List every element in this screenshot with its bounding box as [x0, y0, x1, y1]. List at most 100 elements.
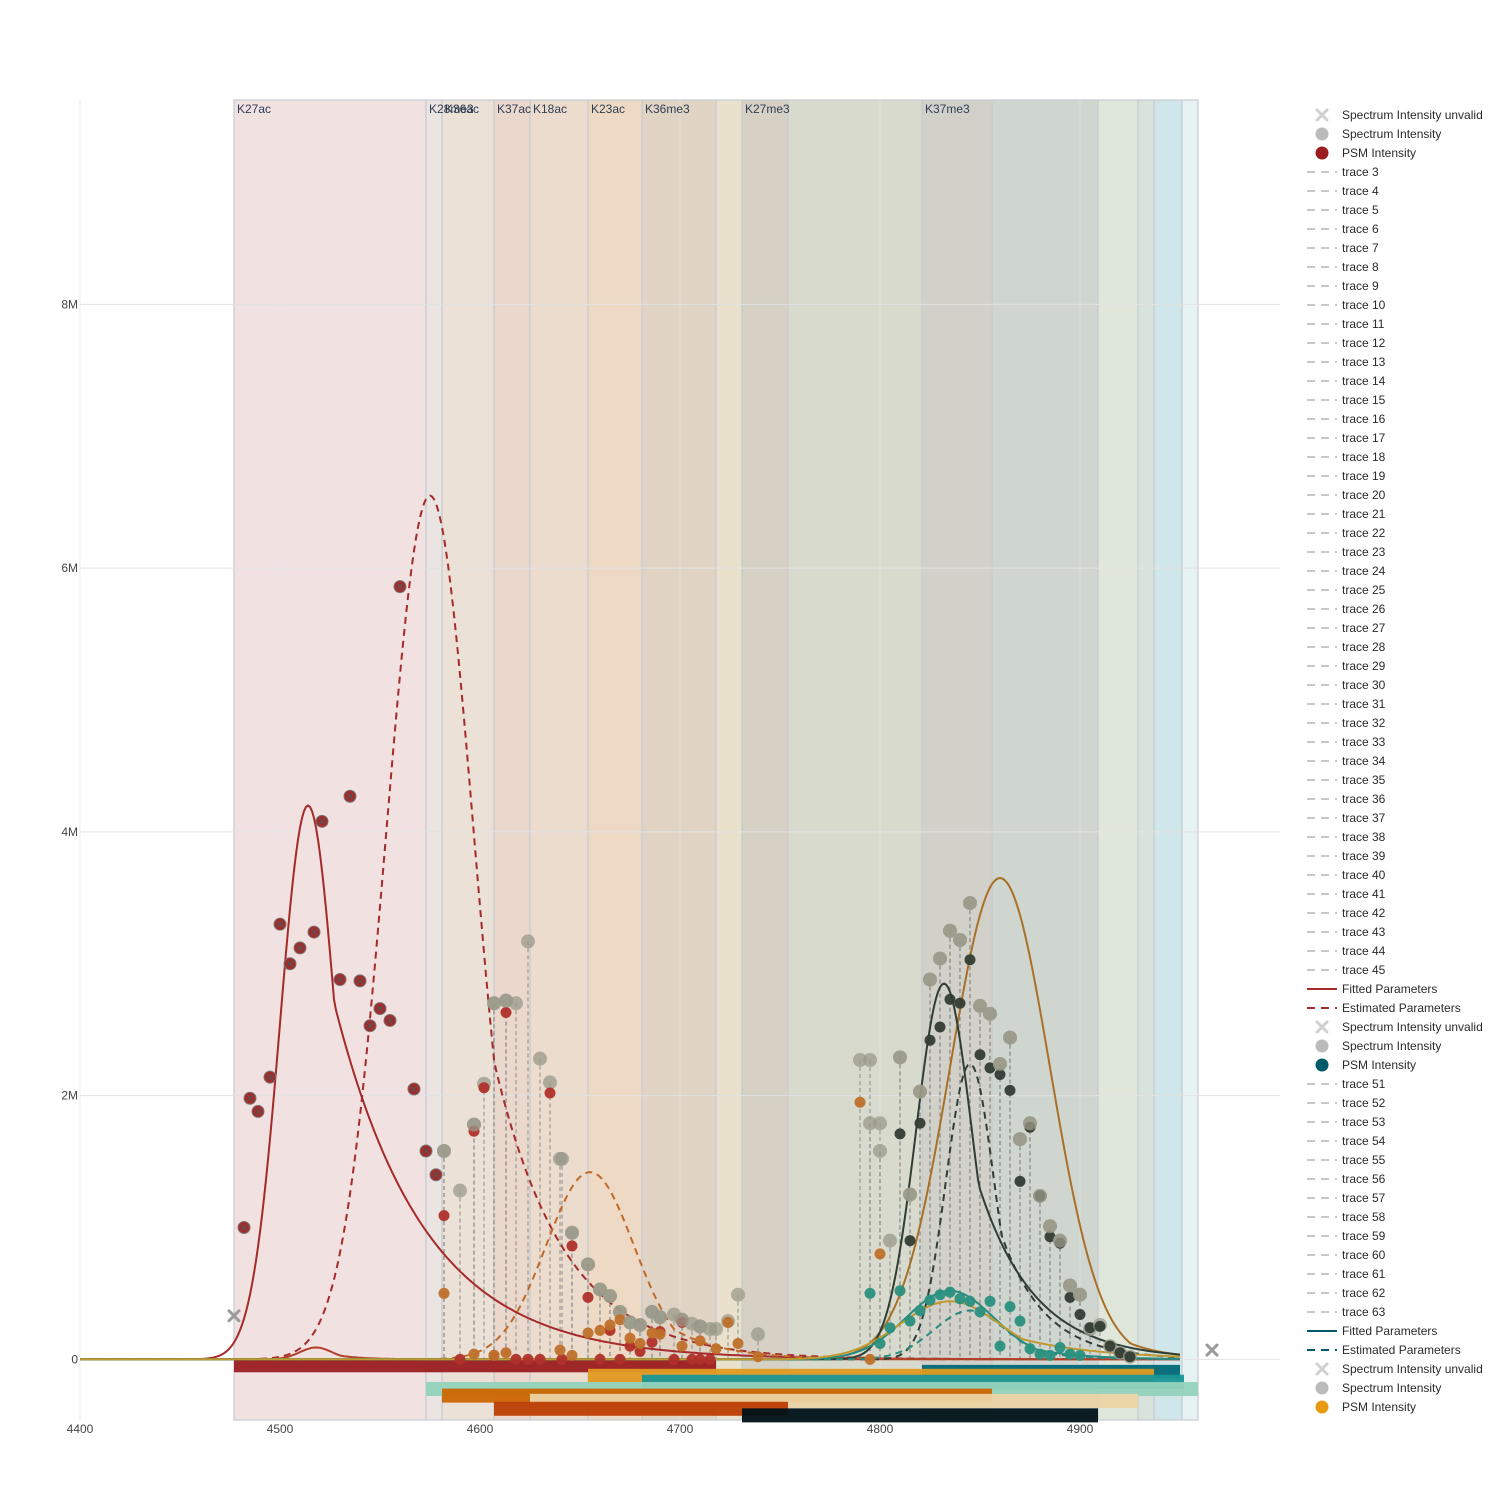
legend-label: trace 33	[1342, 735, 1386, 749]
legend-item: Estimated Parameters	[1307, 1001, 1461, 1015]
spectrum-intensity-point	[565, 1225, 579, 1240]
psm-intensity-point	[864, 1353, 876, 1365]
x-mark-icon	[410, 1085, 418, 1093]
psm-intensity-point	[732, 1338, 744, 1350]
legend-item: trace 29	[1307, 659, 1386, 673]
band-label: K27ac	[237, 102, 271, 116]
psm-intensity-point	[1074, 1309, 1086, 1321]
psm-intensity-point	[1024, 1343, 1036, 1355]
legend-item: trace 20	[1307, 488, 1386, 502]
psm-intensity-point	[894, 1285, 906, 1297]
psm-intensity-point	[924, 1294, 936, 1306]
psm-intensity-point	[624, 1332, 636, 1344]
psm-intensity-point	[944, 993, 956, 1005]
unvalid-x-icon	[1205, 1343, 1219, 1357]
spectrum-intensity-point	[983, 1006, 997, 1021]
spectrum-intensity-point	[893, 1050, 907, 1065]
legend-label: Spectrum Intensity	[1342, 127, 1441, 141]
legend-label: trace 5	[1342, 203, 1379, 217]
legend-label: trace 45	[1342, 963, 1386, 977]
legend-label: trace 44	[1342, 944, 1386, 958]
spectrum-intensity-point	[603, 1289, 617, 1304]
legend-label: trace 6	[1342, 222, 1379, 236]
spectrum-intensity-point	[543, 1075, 557, 1090]
legend-item: trace 18	[1307, 450, 1386, 464]
legend-label: Estimated Parameters	[1342, 1001, 1461, 1015]
legend-item: trace 39	[1307, 849, 1386, 863]
psm-intensity-point	[934, 1021, 946, 1033]
legend-item: trace 12	[1307, 336, 1386, 350]
legend-label: trace 7	[1342, 241, 1379, 255]
legend-item: trace 55	[1307, 1153, 1386, 1167]
psm-intensity-point	[874, 1338, 886, 1350]
psm-intensity-point	[566, 1240, 578, 1252]
spectrum-intensity-point	[693, 1319, 707, 1334]
fit-curve	[80, 1300, 1180, 1361]
psm-intensity-point	[964, 1295, 976, 1307]
x-mark-icon	[386, 1017, 394, 1024]
spectrum-intensity-point	[675, 1312, 689, 1327]
spectrum-intensity-point	[613, 1304, 627, 1319]
legend-label: PSM Intensity	[1342, 146, 1416, 160]
psm-intensity-point	[1034, 1348, 1046, 1360]
psm-intensity-point	[1014, 1315, 1026, 1327]
x-mark-icon	[286, 960, 294, 968]
spectrum-intensity-point	[943, 923, 957, 938]
legend-item: trace 30	[1307, 678, 1386, 692]
legend-label: trace 16	[1342, 412, 1386, 426]
legend-item: trace 27	[1307, 621, 1386, 635]
x-mark-icon	[356, 977, 364, 985]
psm-intensity-point	[686, 1353, 698, 1365]
psm-intensity-point	[624, 1340, 636, 1352]
legend-item: PSM Intensity	[1315, 1400, 1416, 1414]
y-tick-label: 0	[71, 1352, 78, 1366]
legend-item: trace 28	[1307, 640, 1386, 654]
legend-label: trace 21	[1342, 507, 1386, 521]
legend-dot-icon	[1315, 127, 1329, 141]
y-tick-label: 6M	[61, 561, 78, 575]
band-1	[425, 99, 443, 1421]
psm-intensity-point	[582, 1291, 594, 1303]
legend-item: trace 25	[1307, 583, 1386, 597]
x-tick-label: 4500	[267, 1422, 294, 1436]
legend-item: trace 13	[1307, 355, 1386, 369]
legend-label: trace 61	[1342, 1267, 1386, 1281]
psm-intensity-point	[556, 1353, 568, 1365]
legend-item: Spectrum Intensity	[1315, 127, 1441, 141]
spectrum-intensity-point	[1053, 1233, 1067, 1248]
legend-dot-icon	[1315, 1058, 1329, 1072]
psm-intensity-point	[704, 1353, 716, 1365]
legend-item: trace 35	[1307, 773, 1386, 787]
psm-intensity-point	[468, 1348, 480, 1360]
legend-label: trace 40	[1342, 868, 1386, 882]
legend-item: Estimated Parameters	[1307, 1343, 1461, 1357]
legend-label: trace 54	[1342, 1134, 1386, 1148]
legend-item: trace 6	[1307, 222, 1379, 236]
legend-item: trace 11	[1307, 317, 1385, 331]
legend-label: Spectrum Intensity	[1342, 1039, 1441, 1053]
psm-intensity-point	[1104, 1340, 1116, 1352]
legend-label: trace 41	[1342, 887, 1386, 901]
legend-item: trace 38	[1307, 830, 1386, 844]
psm-intensity-point	[914, 1305, 926, 1317]
legend-dot-icon	[1315, 146, 1329, 160]
psm-intensity-point	[904, 1315, 916, 1327]
legend-x-icon	[1315, 1020, 1329, 1034]
spectrum-intensity-point	[993, 1056, 1007, 1071]
legend-item: trace 37	[1307, 811, 1386, 825]
legend-label: trace 59	[1342, 1229, 1386, 1243]
psm-intensity-point	[984, 1062, 996, 1074]
band-15	[1181, 99, 1199, 1421]
legend-item: trace 8	[1307, 260, 1379, 274]
legend-item: Spectrum Intensity	[1315, 1039, 1441, 1053]
spectrum-intensity-point	[593, 1282, 607, 1297]
x-mark-icon	[276, 920, 284, 928]
band-13	[1137, 99, 1155, 1421]
legend-label: trace 28	[1342, 640, 1386, 654]
axis-ticks: 4400 4500 4600 4700 4800 4900 0 2M 4M 6M 8M	[61, 297, 1093, 1436]
y-tick-label: 8M	[61, 297, 78, 311]
psm-intensity-point	[438, 1210, 450, 1222]
legend-label: trace 12	[1342, 336, 1386, 350]
